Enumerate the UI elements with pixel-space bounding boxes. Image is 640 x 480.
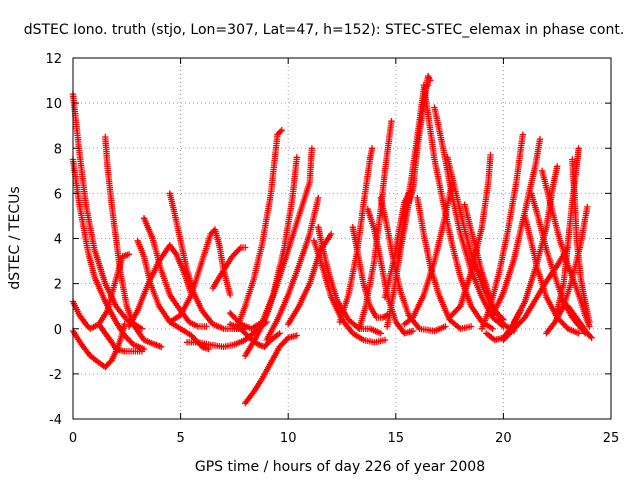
x-tick-label: 15 bbox=[388, 431, 405, 446]
data-series bbox=[69, 72, 595, 407]
x-tick-label: 20 bbox=[495, 431, 512, 446]
series-47-points bbox=[569, 156, 593, 326]
y-axis-tick-labels: -4 -2 0 2 4 6 8 10 12 bbox=[45, 52, 62, 428]
series-14-points bbox=[209, 244, 249, 292]
y-tick-label: 8 bbox=[54, 142, 62, 157]
x-tick-label: 5 bbox=[176, 431, 184, 446]
x-tick-label: 10 bbox=[280, 431, 297, 446]
series-13-points bbox=[233, 127, 285, 332]
series-5-points bbox=[95, 321, 146, 355]
y-tick-label: 0 bbox=[54, 323, 62, 338]
series-30-points bbox=[394, 81, 432, 260]
series-9-points bbox=[125, 242, 195, 330]
y-tick-label: 12 bbox=[45, 52, 62, 67]
series-31-points bbox=[420, 81, 496, 332]
series-10-points bbox=[166, 226, 234, 326]
series-15-points bbox=[242, 332, 300, 407]
y-tick-label: 4 bbox=[54, 233, 62, 248]
series-46-points bbox=[564, 303, 595, 341]
y-tick-label: 2 bbox=[54, 278, 62, 293]
series-4-points bbox=[102, 133, 165, 350]
y-tick-label: 10 bbox=[45, 97, 62, 112]
series-21-points bbox=[310, 237, 389, 346]
chart-title: dSTEC Iono. truth (stjo, Lon=307, Lat=47… bbox=[24, 22, 625, 38]
y-tick-label: -2 bbox=[49, 368, 62, 383]
y-axis-title: dSTEC / TECUs bbox=[7, 186, 23, 289]
series-38-points bbox=[478, 131, 526, 332]
series-35-points bbox=[401, 181, 455, 328]
x-axis-title: GPS time / hours of day 226 of year 2008 bbox=[195, 459, 485, 475]
x-tick-label: 0 bbox=[69, 431, 77, 446]
series-18-points bbox=[263, 194, 322, 344]
axis-ticks bbox=[72, 57, 612, 420]
series-24-points bbox=[356, 118, 395, 332]
y-tick-label: -4 bbox=[49, 413, 62, 428]
series-28-points bbox=[381, 190, 412, 301]
x-tick-label: 25 bbox=[603, 431, 620, 446]
series-17-points bbox=[242, 145, 316, 359]
series-49-points bbox=[483, 307, 524, 344]
y-tick-label: 6 bbox=[54, 187, 62, 202]
x-axis-tick-labels: 0 5 10 15 20 25 bbox=[69, 431, 619, 446]
